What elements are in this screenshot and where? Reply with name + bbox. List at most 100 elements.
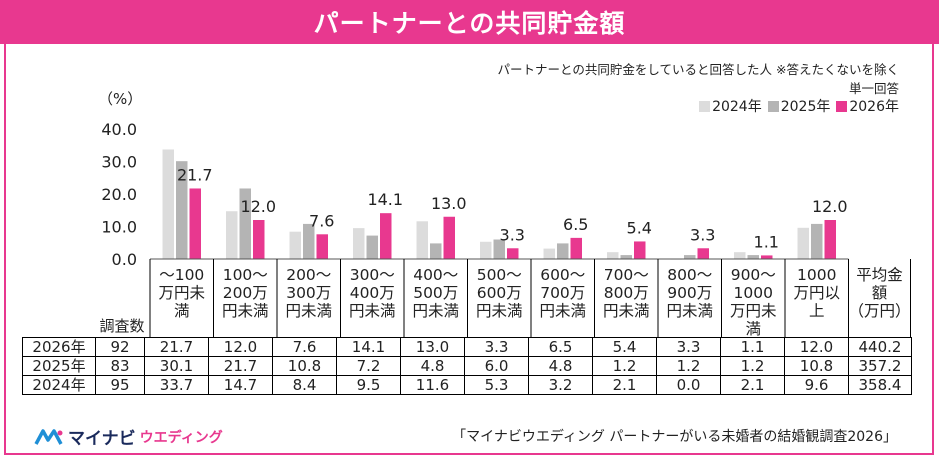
y-tick-label: 30.0 xyxy=(101,153,137,172)
bar-2025年 xyxy=(620,255,632,259)
row-value: 4.8 xyxy=(400,356,465,376)
legend: 2024年 2025年 2026年 xyxy=(699,96,899,116)
bar-2024年 xyxy=(734,252,746,259)
y-tick-label: 40.0 xyxy=(101,120,137,139)
category-label: 200万 xyxy=(223,284,268,302)
y-tick-label: 10.0 xyxy=(101,218,137,237)
category-label: 900万 xyxy=(667,284,712,302)
category-label: 300～ xyxy=(350,266,395,284)
bar-2026年 xyxy=(443,216,455,259)
row-count: 83 xyxy=(95,356,145,376)
bar-2025年 xyxy=(493,239,505,259)
row-year-label: 2024年 xyxy=(22,375,96,395)
table-row: 2024年 95 33.7 14.7 8.4 9.5 11.6 5.3 3.2 2.1 0.0 2.1… xyxy=(22,375,912,395)
bar-2026年 xyxy=(697,248,709,259)
bars xyxy=(162,149,836,260)
y-axis-ticks: 40.0 30.0 20.0 10.0 0.0 xyxy=(101,120,137,269)
row-value: 1.1 xyxy=(720,337,785,357)
bar-2024年 xyxy=(289,231,301,259)
category-label: 万円未 xyxy=(158,284,205,302)
row-value: 1.2 xyxy=(720,356,785,376)
category-label: 満 xyxy=(745,320,761,338)
data-label-2026: 14.1 xyxy=(367,190,403,209)
bar-2026年 xyxy=(316,234,328,259)
data-label-2026: 3.3 xyxy=(500,225,525,244)
category-labels: ～100万円未満100～200万円未満200～300万円未満300～400万円未… xyxy=(99,266,910,338)
row-value: 3.3 xyxy=(464,337,529,357)
y-tick-label: 0.0 xyxy=(112,250,137,269)
data-label-2026: 7.6 xyxy=(309,211,334,230)
footer-brand-sub: ウエディング xyxy=(139,429,223,446)
row-value: 7.6 xyxy=(272,337,337,357)
bar-2024年 xyxy=(480,241,492,259)
category-label: 500万 xyxy=(413,284,458,302)
category-label: ～100 xyxy=(159,266,204,284)
row-value: 12.0 xyxy=(208,337,273,357)
row-value: 12.0 xyxy=(784,337,849,357)
legend-item-2026: 2026年 xyxy=(836,96,899,116)
row-year-label: 2025年 xyxy=(22,356,96,376)
bar-2025年 xyxy=(176,161,188,259)
y-tick-label: 20.0 xyxy=(101,185,137,204)
row-value: 1.2 xyxy=(592,356,657,376)
legend-swatch-2024 xyxy=(699,100,711,112)
data-label-2026: 5.4 xyxy=(627,218,652,237)
bar-2024年 xyxy=(162,149,174,259)
category-label: 円未満 xyxy=(603,302,650,320)
category-label: 100～ xyxy=(223,266,268,284)
bar-2024年 xyxy=(543,248,555,259)
row-value: 0.0 xyxy=(656,375,721,395)
mynavi-logo-icon xyxy=(34,428,63,445)
data-labels: 21.7 12.0 7.6 14.1 13.0 3.3 6.5 5.4 3.3 1.1 12.0 xyxy=(177,165,848,251)
row-value: 14.1 xyxy=(336,337,401,357)
row-value: 30.1 xyxy=(144,356,209,376)
row-value: 1.2 xyxy=(656,356,721,376)
row-value: 5.3 xyxy=(464,375,529,395)
category-label: 円未満 xyxy=(476,302,523,320)
category-label: 900～ xyxy=(731,266,776,284)
category-label: 600万 xyxy=(477,284,522,302)
category-label: 円未満 xyxy=(666,302,713,320)
category-label: 万円以 xyxy=(793,284,840,302)
bar-2024年 xyxy=(226,211,238,259)
data-label-2026: 12.0 xyxy=(812,197,848,216)
bar-2025年 xyxy=(430,243,442,259)
data-label-2026: 12.0 xyxy=(240,197,276,216)
category-label: 500～ xyxy=(477,266,522,284)
category-label: 円未満 xyxy=(222,302,269,320)
row-value: 10.8 xyxy=(784,356,849,376)
bar-2025年 xyxy=(811,223,823,259)
category-label: 700～ xyxy=(604,266,649,284)
row-value: 9.6 xyxy=(784,375,849,395)
category-label: 600～ xyxy=(540,266,585,284)
data-label-2026: 6.5 xyxy=(563,215,588,234)
row-value: 2.1 xyxy=(592,375,657,395)
row-value: 13.0 xyxy=(400,337,465,357)
bar-2024年 xyxy=(416,221,428,259)
row-value: 5.4 xyxy=(592,337,657,357)
chart-title: パートナーとの共同貯金額 xyxy=(313,9,626,38)
legend-label-2025: 2025年 xyxy=(780,99,831,115)
category-label: 円未満 xyxy=(349,302,396,320)
row-average: 358.4 xyxy=(848,375,912,395)
category-label: 700万 xyxy=(540,284,585,302)
bar-2026年 xyxy=(189,188,201,259)
bar-2026年 xyxy=(824,220,836,259)
bar-2026年 xyxy=(380,213,392,259)
row-count: 92 xyxy=(95,337,145,357)
chart-frame xyxy=(4,44,934,455)
row-value: 6.0 xyxy=(464,356,529,376)
row-value: 3.3 xyxy=(656,337,721,357)
row-value: 9.5 xyxy=(336,375,401,395)
table-row: 2025年 83 30.1 21.7 10.8 7.2 4.8 6.0 4.8 1.2 1.2 1.2… xyxy=(22,356,912,376)
bar-2025年 xyxy=(366,235,378,259)
row-value: 21.7 xyxy=(208,356,273,376)
legend-swatch-2026 xyxy=(836,100,848,112)
category-label: 400万 xyxy=(350,284,395,302)
category-label: 1000 xyxy=(734,284,773,302)
category-label: 200～ xyxy=(286,266,331,284)
category-label: 1000 xyxy=(797,266,836,284)
bar-2025年 xyxy=(684,255,696,259)
row-year-label: 2026年 xyxy=(22,337,96,357)
avg-header-label: 平均金 xyxy=(856,266,903,284)
